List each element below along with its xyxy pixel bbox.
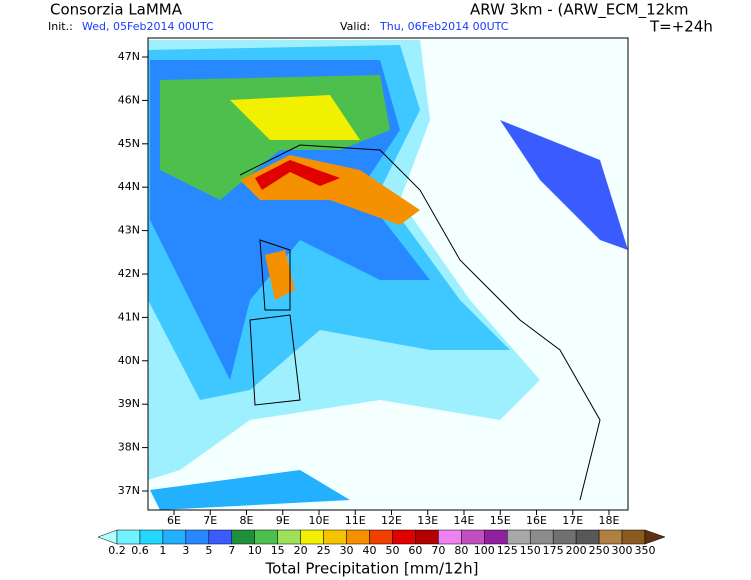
colorbar-segment <box>300 529 324 545</box>
lat-label: 44N <box>118 180 140 193</box>
colorbar-segment <box>369 529 393 545</box>
colorbar-segment <box>139 529 164 545</box>
colorbar-label: 10 <box>248 544 262 557</box>
colorbar-segment <box>208 529 233 545</box>
colorbar-label: 200 <box>566 544 587 557</box>
model: ARW 3km - (ARW_ECM_12km <box>470 1 689 20</box>
colorbar-label: 0.2 <box>108 544 126 557</box>
colorbar-arrow <box>97 529 118 545</box>
colorbar-segment <box>231 529 255 545</box>
colorbar-label: 150 <box>520 544 541 557</box>
colorbar-segment <box>392 529 416 545</box>
colorbar-label: 20 <box>294 544 308 557</box>
colorbar-label: 7 <box>228 544 235 557</box>
colorbar-label: 15 <box>271 544 285 557</box>
colorbar-title: Total Precipitation [mm/12h] <box>265 560 479 578</box>
lon-label: 13E <box>417 514 438 527</box>
precip-field <box>230 95 360 140</box>
lon-label: 15E <box>490 514 511 527</box>
lon-label: 16E <box>526 514 547 527</box>
colorbar-segment <box>162 529 187 545</box>
colorbar-segment <box>507 529 531 545</box>
colorbar-label: 50 <box>385 544 399 557</box>
colorbar-label: 30 <box>340 544 354 557</box>
colorbar-segment <box>575 529 600 545</box>
colorbar-label: 60 <box>408 544 422 557</box>
precip-field <box>150 470 350 510</box>
colorbar-label: 1 <box>159 544 166 557</box>
title: Consorzia LaMMA <box>50 1 183 19</box>
lon-label: 8E <box>240 514 254 527</box>
colorbar-label: 0.6 <box>131 544 149 557</box>
colorbar-label: 80 <box>454 544 468 557</box>
lead-time: T=+24h <box>649 18 713 36</box>
lat-label: 37N <box>118 484 140 497</box>
lon-label: 17E <box>562 514 583 527</box>
precip-field <box>500 120 628 250</box>
colorbar-label: 70 <box>431 544 445 557</box>
colorbar-segment <box>621 529 646 545</box>
colorbar-label: 300 <box>612 544 633 557</box>
colorbar-segment <box>277 529 301 545</box>
lon-label: 11E <box>345 514 366 527</box>
colorbar-segment <box>529 529 554 545</box>
lon-label: 7E <box>203 514 217 527</box>
colorbar-segment <box>346 529 370 545</box>
lat-label: 40N <box>118 354 140 367</box>
valid-time: Thu, 06Feb2014 00UTC <box>379 20 509 33</box>
coastline <box>239 144 601 501</box>
colorbar-segment <box>484 529 508 545</box>
colorbar-label: 250 <box>589 544 610 557</box>
colorbar-segment <box>254 529 278 545</box>
colorbar-segment <box>116 529 141 545</box>
valid-label: Valid: <box>340 20 370 33</box>
lat-label: 43N <box>118 224 140 237</box>
lat-label: 45N <box>118 137 140 150</box>
lat-label: 38N <box>118 441 140 454</box>
map-area <box>148 38 628 510</box>
precip-field <box>255 160 340 190</box>
init-time: Wed, 05Feb2014 00UTC <box>82 20 214 33</box>
colorbar-segment <box>552 529 577 545</box>
colorbar-label: 5 <box>205 544 212 557</box>
lon-label: 6E <box>167 514 181 527</box>
lat-label: 46N <box>118 93 140 106</box>
lat-label: 42N <box>118 267 140 280</box>
colorbar-segment <box>323 529 347 545</box>
colorbar-segment <box>185 529 210 545</box>
colorbar-segment <box>415 529 439 545</box>
lon-label: 18E <box>599 514 620 527</box>
colorbar-label: 100 <box>474 544 495 557</box>
lon-label: 10E <box>309 514 330 527</box>
lat-label: 39N <box>118 397 140 410</box>
colorbar-label: 25 <box>317 544 331 557</box>
colorbar-segment <box>461 529 485 545</box>
precip-field <box>265 250 295 300</box>
lat-label: 47N <box>118 50 140 63</box>
lon-label: 9E <box>276 514 290 527</box>
lat-label: 41N <box>118 310 140 323</box>
colorbar-segment <box>438 529 462 545</box>
colorbar-label: 350 <box>635 544 656 557</box>
lon-label: 14E <box>454 514 475 527</box>
colorbar-label: 3 <box>182 544 189 557</box>
colorbar-segment <box>598 529 623 545</box>
colorbar-label: 125 <box>497 544 518 557</box>
colorbar-arrow <box>644 529 666 545</box>
colorbar-label: 40 <box>363 544 377 557</box>
lon-label: 12E <box>381 514 402 527</box>
init-label: Init.: <box>48 20 73 33</box>
colorbar-label: 175 <box>543 544 564 557</box>
